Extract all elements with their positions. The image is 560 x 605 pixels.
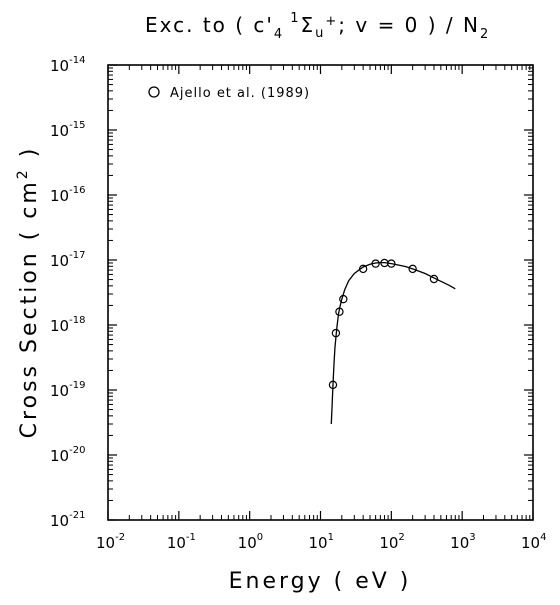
y-tick-label: 10-21 bbox=[50, 510, 85, 530]
data-point bbox=[429, 274, 439, 284]
x-tick-label: 101 bbox=[309, 532, 334, 552]
data-point bbox=[358, 264, 368, 274]
x-axis-label: Energy ( eV ) bbox=[229, 569, 412, 594]
x-tick-label: 103 bbox=[450, 532, 475, 552]
x-tick-label: 100 bbox=[238, 532, 263, 552]
plot-frame bbox=[107, 64, 534, 521]
legend-circle-marker bbox=[148, 86, 160, 98]
y-tick-label: 10-18 bbox=[50, 315, 85, 335]
x-tick-label: 102 bbox=[379, 532, 404, 552]
y-tick-label: 10-20 bbox=[50, 445, 85, 465]
x-tick-label: 104 bbox=[521, 532, 546, 552]
legend: Ajello et al. (1989) bbox=[148, 86, 310, 101]
x-tick-label: 10-1 bbox=[167, 532, 196, 552]
data-points bbox=[328, 258, 439, 390]
y-tick-label: 10-14 bbox=[50, 55, 85, 75]
data-point bbox=[328, 380, 338, 390]
y-tick-labels: 10-21 10-20 10-19 10-18 10-17 10-16 10-15 10-14 bbox=[50, 55, 85, 530]
axis-ticks bbox=[107, 64, 534, 521]
y-axis-label: Cross Section ( cm2 ) bbox=[15, 146, 42, 439]
data-point bbox=[335, 307, 344, 316]
x-tick-label: 10-2 bbox=[96, 532, 125, 552]
data-point bbox=[331, 328, 341, 338]
data-point bbox=[408, 264, 417, 274]
y-tick-label: 10-16 bbox=[50, 185, 85, 205]
data-point bbox=[387, 259, 396, 268]
legend-label: Ajello et al. (1989) bbox=[170, 86, 310, 101]
data-point bbox=[371, 259, 380, 268]
y-tick-label: 10-15 bbox=[50, 120, 85, 140]
chart-title: Exc. to ( c'41Σu+; v = 0 ) / N2 bbox=[145, 11, 490, 42]
data-point bbox=[339, 294, 348, 304]
y-tick-label: 10-19 bbox=[50, 380, 85, 400]
y-tick-label: 10-17 bbox=[50, 250, 85, 270]
fit-curve-line bbox=[330, 262, 456, 425]
x-tick-labels: 10-2 10-1 100 101 102 103 104 bbox=[96, 532, 546, 552]
